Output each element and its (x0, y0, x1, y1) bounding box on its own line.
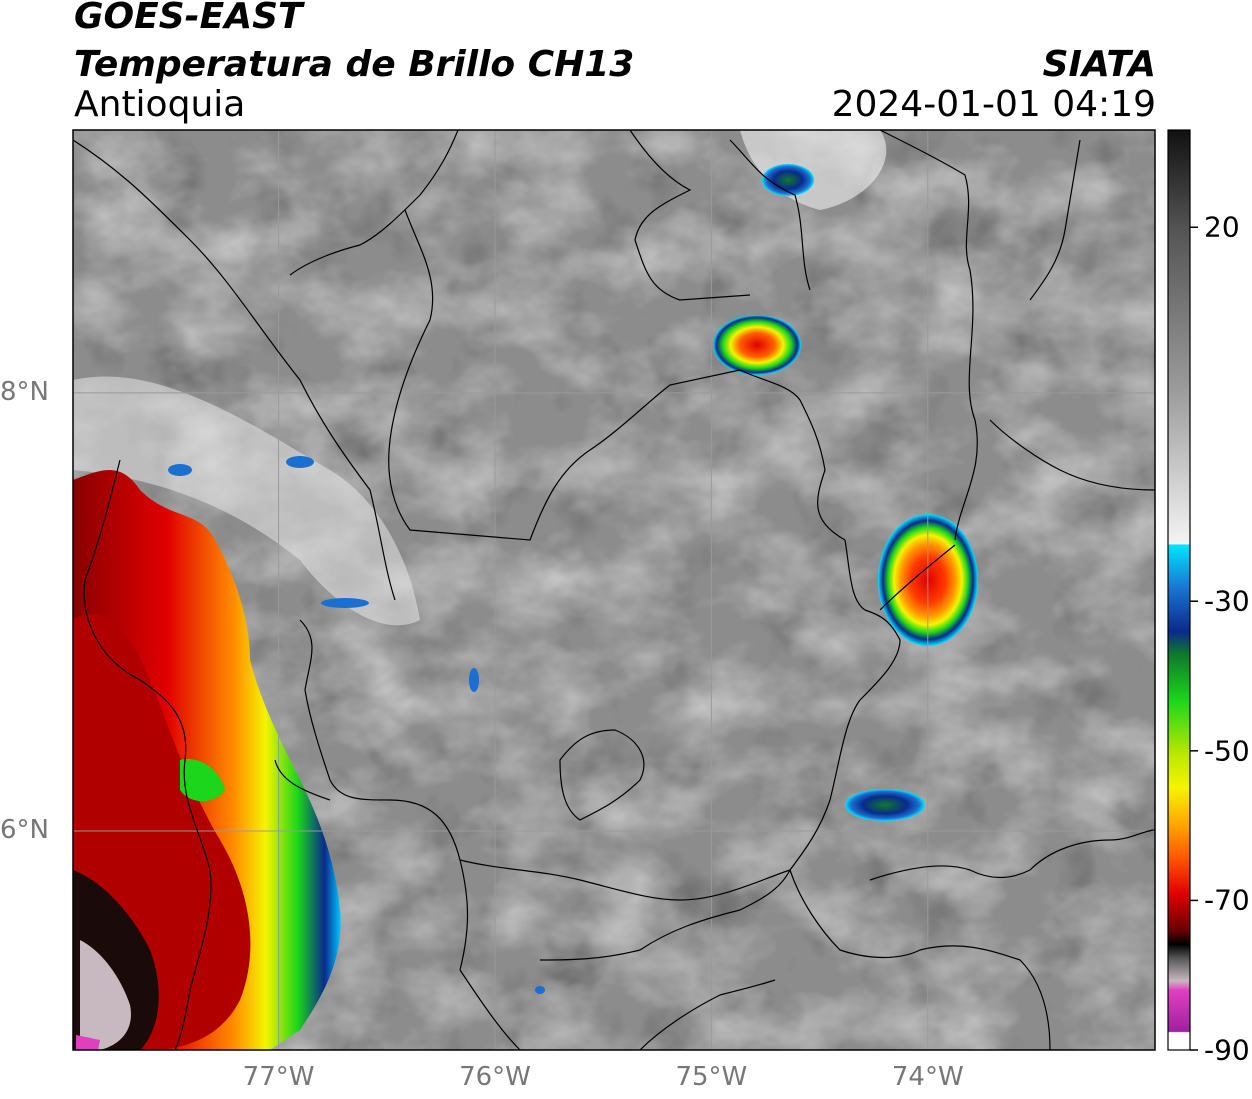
storm-cell-south (845, 789, 925, 821)
colorbar (1168, 130, 1190, 1050)
cold-speck (469, 668, 479, 692)
lon-tick-label: 77°W (242, 1062, 315, 1092)
map-frame (72, 129, 1156, 1051)
colorbar-frame (1167, 129, 1191, 1051)
colorbar-tick-label: -90 (1204, 1033, 1250, 1067)
lat-tick-label: 6°N (0, 814, 49, 845)
datetime-label: 2024-01-01 04:19 (831, 84, 1156, 125)
organization-label: SIATA (1042, 44, 1156, 85)
colorbar-tick-label: -30 (1204, 584, 1250, 618)
bright-cloud-band (73, 376, 420, 626)
storm-cell-far-north (762, 164, 814, 196)
western-storm-magenta (76, 1035, 100, 1050)
lat-tick-label: 8°N (0, 376, 49, 407)
colorbar-tick-label: -50 (1204, 734, 1250, 768)
region-label: Antioquia (74, 84, 246, 125)
cold-speck (321, 598, 369, 608)
western-storm-green-lobe (180, 759, 225, 802)
storm-cell-north-central (713, 315, 801, 375)
cold-speck (286, 456, 314, 468)
western-storm-overshoot (80, 940, 131, 1050)
lon-tick-label: 75°W (675, 1062, 748, 1092)
cold-speck (168, 464, 192, 476)
cold-speck (535, 986, 545, 994)
colorbar-tick-marks (1190, 226, 1198, 1051)
lon-tick-label: 76°W (459, 1062, 531, 1092)
product-title: Temperatura de Brillo CH13 (74, 44, 635, 85)
colorbar-tick-label: -70 (1204, 883, 1250, 917)
lon-tick-label: 74°W (891, 1062, 964, 1092)
bright-cloud-north (740, 130, 887, 210)
colorbar-tick-label: 20 (1204, 210, 1240, 244)
satellite-title: GOES-EAST (74, 0, 303, 37)
political-borders (73, 130, 1155, 1050)
